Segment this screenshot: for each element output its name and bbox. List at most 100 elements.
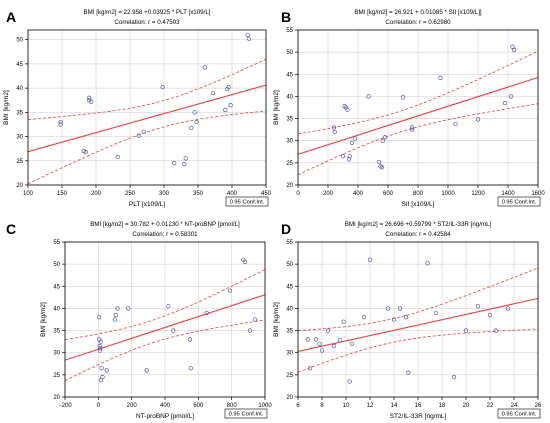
data-point [347, 154, 352, 159]
y-tick-label: 40 [53, 306, 60, 312]
plot-area [28, 32, 266, 185]
x-axis-label: NT-proBNP [pmol/L] [136, 413, 194, 420]
data-point [171, 328, 176, 333]
y-tick-label: 40 [16, 86, 23, 92]
data-point [204, 310, 209, 316]
data-point [252, 317, 258, 322]
y-axis-label: BMI [kg/m2] [273, 302, 280, 337]
data-point [382, 135, 388, 140]
y-tick-label: 25 [53, 373, 60, 379]
x-tick-label: 250 [125, 191, 136, 197]
data-point [126, 306, 131, 311]
x-tick-label: 0 [296, 191, 300, 197]
data-point [183, 156, 188, 161]
data-point [188, 366, 193, 371]
data-point [223, 107, 228, 113]
data-point [409, 125, 415, 130]
plot-frame [64, 241, 266, 398]
x-axis-label: SII [x109/L] [402, 201, 435, 208]
data-point [337, 338, 343, 343]
data-point [113, 312, 118, 318]
data-point [89, 99, 94, 104]
y-tick-label: 45 [286, 284, 293, 290]
y-tick-label: 35 [53, 329, 60, 335]
panel-label: C [6, 221, 16, 237]
y-tick-label: 45 [16, 62, 23, 68]
data-point [379, 165, 385, 170]
y-tick-label: 20 [53, 395, 60, 401]
confidence-band-upper [298, 267, 538, 332]
x-tick-label: 200 [91, 191, 102, 197]
plot-frame [297, 29, 539, 186]
x-tick-label: 1600 [531, 191, 545, 197]
data-point [352, 136, 358, 141]
chart-subtitle: Correlation: r = 0.42584 [385, 231, 451, 238]
data-point [345, 107, 350, 112]
data-point [317, 341, 322, 347]
data-point [182, 162, 187, 167]
y-tick-label: 20 [16, 183, 23, 189]
y-axis-label: BMI [kg/m2] [40, 302, 47, 337]
data-point [475, 117, 481, 122]
x-tick-label: 300 [159, 191, 170, 197]
y-tick-label: 25 [286, 373, 293, 379]
data-point [425, 261, 430, 266]
legend-box [497, 408, 541, 419]
x-tick-label: −200 [58, 403, 72, 409]
x-tick-label: 400 [353, 191, 364, 197]
data-point [332, 129, 337, 135]
y-axis-label: BMI [kg/m2] [273, 90, 280, 125]
x-tick-label: 26 [535, 403, 542, 409]
chart-subtitle: Correlation: r = 0.58301 [132, 231, 198, 238]
data-point [400, 95, 406, 100]
y-tick-label: 30 [16, 135, 23, 141]
data-point [341, 319, 346, 324]
data-point [346, 157, 352, 162]
x-tick-label: 600 [193, 403, 204, 409]
x-tick-label: 100 [23, 191, 34, 197]
x-axis-label: PLT [x109/L] [129, 201, 165, 208]
x-tick-label: 200 [127, 403, 138, 409]
x-tick-label: 1400 [501, 191, 515, 197]
data-point [115, 306, 120, 311]
data-point [99, 366, 104, 371]
data-point [380, 138, 385, 143]
confidence-band-lower [298, 103, 538, 176]
data-point [210, 90, 216, 96]
x-tick-label: 600 [383, 191, 394, 197]
data-point [305, 337, 310, 342]
legend-label: 0.95 Conf.Int. [229, 412, 264, 418]
x-tick-label: 400 [160, 403, 171, 409]
data-point [391, 317, 397, 322]
x-tick-label: 24 [511, 403, 518, 409]
data-point [228, 102, 233, 108]
data-point [385, 306, 391, 311]
data-point [325, 328, 331, 333]
data-point [227, 288, 233, 293]
y-tick-label: 50 [286, 262, 293, 268]
data-point [202, 65, 207, 70]
confidence-band-lower [65, 319, 265, 382]
y-tick-label: 55 [286, 28, 293, 34]
legend-label: 0.95 Conf.Int. [230, 200, 265, 206]
data-point [340, 154, 346, 159]
data-point [141, 129, 146, 134]
chart-panel-d: D BMI [kg/m2] = 26.696 +0.59799 * ST2/IL-… [273, 221, 542, 420]
data-point [511, 47, 517, 53]
data-point [505, 306, 511, 311]
data-point [194, 119, 199, 125]
y-tick-label: 50 [286, 50, 293, 56]
legend-box [225, 196, 269, 207]
panel-label: A [6, 9, 16, 25]
data-point [406, 370, 411, 375]
chart-title: BMI [kg/m2] = 26.921 + 0.01085 * SII [x1… [354, 9, 482, 16]
data-point [115, 154, 120, 160]
x-tick-label: 1000 [258, 403, 272, 409]
x-tick-label: 22 [487, 403, 494, 409]
data-point [97, 343, 102, 349]
data-point [349, 341, 355, 347]
x-tick-label: 6 [296, 403, 300, 409]
regression-line [298, 297, 538, 352]
x-tick-label: 200 [323, 191, 334, 197]
